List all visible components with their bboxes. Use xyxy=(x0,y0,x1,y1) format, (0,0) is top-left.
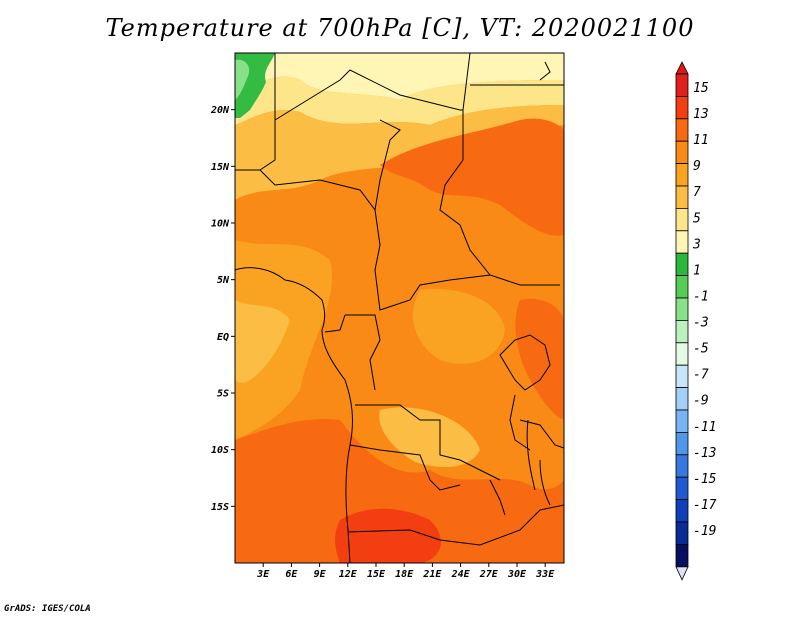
field-west-light xyxy=(235,300,290,383)
colorbar-swatches xyxy=(675,61,689,581)
colorbar-label: 9 xyxy=(693,159,701,174)
colorbar-swatch xyxy=(675,140,689,164)
field-hot-south-core xyxy=(335,508,441,563)
latitude-axis: 20N 15N 10N 5N EQ 5S 10S 15S xyxy=(210,105,235,513)
colorbar-label: -13 xyxy=(693,446,716,461)
lat-tick-label: 20N xyxy=(210,105,230,116)
field-hot-ne xyxy=(380,118,564,236)
lon-tick-label: 3E xyxy=(256,569,270,580)
colorbar-swatch xyxy=(675,387,689,411)
lat-tick-label: 5S xyxy=(217,389,229,400)
lon-tick-label: 18E xyxy=(395,569,414,580)
lon-tick-label: 6E xyxy=(285,569,298,580)
colorbar-label: 11 xyxy=(693,133,709,148)
lon-tick-label: 27E xyxy=(479,569,499,580)
field-green-light xyxy=(235,59,250,100)
colorbar-bottom-arrow xyxy=(675,566,689,581)
colorbar-swatch xyxy=(675,476,689,501)
field-band-lightest xyxy=(235,53,564,100)
lon-tick-label: 9E xyxy=(314,569,327,580)
lon-tick-label: 12E xyxy=(339,569,358,580)
lon-tick-label: 30E xyxy=(507,569,527,580)
colorbar-labels: 15 13 11 9 7 5 3 1 -1 -3 -5 -7 -9 -11 -13 -15 -17 -19 xyxy=(692,81,717,539)
colorbar-swatch xyxy=(675,499,689,523)
colorbar-label: -5 xyxy=(693,342,709,357)
colorbar-swatch xyxy=(675,409,689,433)
lat-tick-label: 15S xyxy=(211,502,229,513)
lat-tick-label: 15N xyxy=(211,162,230,173)
country-borders xyxy=(235,53,564,563)
colorbar-swatch xyxy=(675,342,689,366)
lat-tick-label: EQ xyxy=(217,332,229,343)
longitude-axis: 3E 6E 9E 12E 15E 18E 21E 24E 27E 30E 33E xyxy=(256,563,555,580)
field-light-south-central xyxy=(379,407,480,467)
credit-text: GrADS: IGES/COLA xyxy=(4,604,91,614)
colorbar-label: 3 xyxy=(692,237,701,252)
field-hot-lakes xyxy=(515,298,564,420)
lon-tick-label: 15E xyxy=(367,569,386,580)
colorbar-swatch xyxy=(675,521,689,545)
lon-tick-label: 33E xyxy=(535,569,555,580)
colorbar-label: -19 xyxy=(693,524,716,539)
colorbar-swatch xyxy=(675,454,689,478)
colorbar-label: -15 xyxy=(693,472,717,487)
colorbar-label: -1 xyxy=(693,289,709,304)
colorbar-swatch xyxy=(675,431,689,456)
lat-tick-label: 5N xyxy=(217,275,230,286)
field-hot-south xyxy=(235,419,564,563)
colorbar-swatch xyxy=(675,185,689,209)
colorbar-swatch xyxy=(675,163,689,187)
colorbar-swatch xyxy=(675,364,689,389)
colorbar-label: -7 xyxy=(693,368,709,383)
map-frame xyxy=(234,52,565,564)
colorbar-label: -17 xyxy=(693,498,717,513)
colorbar-swatch xyxy=(675,544,689,568)
colorbar-label: -11 xyxy=(693,420,716,435)
colorbar-swatch xyxy=(675,118,689,142)
colorbar-swatch xyxy=(675,319,689,344)
colorbar-label: -3 xyxy=(693,316,709,331)
colorbar-swatch xyxy=(675,230,689,254)
lon-tick-label: 24E xyxy=(451,569,471,580)
lat-tick-label: 10S xyxy=(211,445,229,456)
map-title: Temperature at 700hPa [C], VT: 202002110… xyxy=(105,14,695,42)
field-central-light xyxy=(412,289,505,364)
lat-tick-label: 10N xyxy=(211,219,230,230)
field-west-swath xyxy=(235,240,333,440)
field-band-mid xyxy=(235,105,564,200)
colorbar-swatch xyxy=(675,252,689,276)
colorbar-swatch xyxy=(675,96,689,120)
colorbar-label: 1 xyxy=(693,263,701,278)
colorbar-label: -9 xyxy=(693,394,709,409)
colorbar-swatch xyxy=(675,297,689,321)
colorbar-label: 15 xyxy=(693,81,709,96)
colorbar-label: 7 xyxy=(693,185,701,200)
colorbar-top-arrow xyxy=(675,61,689,75)
colorbar-swatch xyxy=(675,73,689,97)
colorbar-swatch xyxy=(675,275,689,299)
field-band-light xyxy=(235,76,564,125)
colorbar-label: 13 xyxy=(693,107,709,122)
colorbar-swatch xyxy=(675,207,689,232)
colorbar-label: 5 xyxy=(693,211,701,226)
lon-tick-label: 21E xyxy=(422,569,442,580)
